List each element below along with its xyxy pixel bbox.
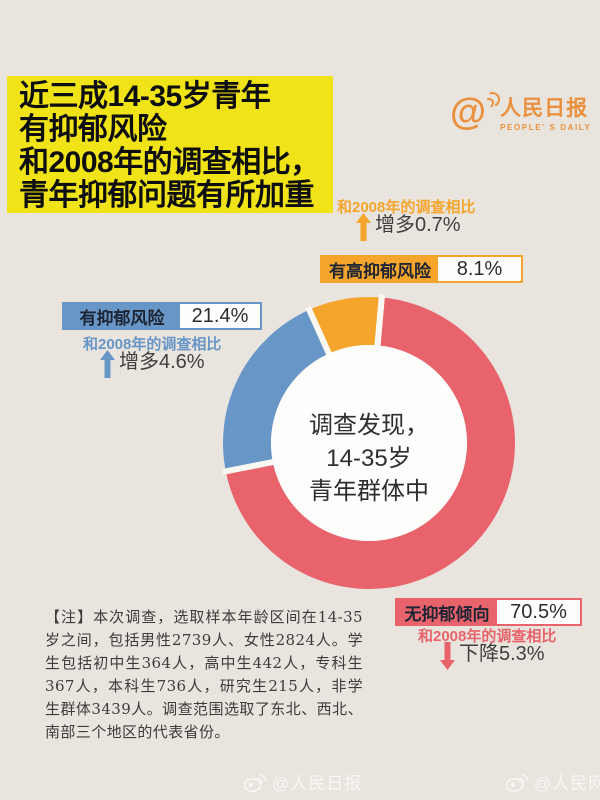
risk-tag-box: 有抑郁风险 21.4% (62, 302, 262, 330)
peoples-daily-logo: @ 人民日报 PEOPLE' S DAILY (450, 89, 592, 132)
watermark-peoples-daily: @人民日报 (243, 769, 362, 794)
no-depression-tag-box: 无抑郁倾向 70.5% (395, 598, 582, 626)
weibo-icon (505, 773, 529, 792)
high-risk-compare-label: 和2008年的调查相比 (337, 199, 476, 216)
headline-block: 近三成14-35岁青年 有抑郁风险 和2008年的调查相比， 青年抑郁问题有所加… (7, 76, 333, 213)
segment-gap (305, 305, 333, 358)
headline-line-4: 青年抑郁问题有所加重 (19, 179, 315, 212)
high-risk-label: 有高抑郁风险 (322, 257, 438, 281)
watermark-peoples-net: @人民网 (505, 769, 600, 794)
no-depression-percent: 70.5% (497, 600, 580, 624)
donut-chart (222, 294, 515, 590)
watermark-text: @人民日报 (272, 774, 363, 793)
up-arrow-icon (356, 213, 371, 241)
risk-label: 有抑郁风险 (64, 304, 180, 328)
no-depression-change-text: 下降5.3% (459, 643, 545, 665)
donut-segment-有抑郁风险 (222, 309, 329, 472)
weibo-icon (243, 773, 267, 792)
risk-change-text: 增多4.6% (119, 351, 205, 373)
risk-compare-label: 和2008年的调查相比 (83, 336, 222, 353)
high-risk-change: 增多0.7% (356, 213, 461, 241)
center-line-3: 青年群体中 (309, 478, 429, 505)
watermark-text: @人民网 (534, 774, 600, 793)
headline-line-1: 近三成14-35岁青年 (19, 80, 271, 113)
logo-subtitle: PEOPLE' S DAILY (500, 123, 592, 132)
down-arrow-icon (440, 642, 455, 670)
headline-line-2: 有抑郁风险 (19, 113, 167, 146)
no-depression-label: 无抑郁倾向 (397, 600, 497, 624)
segment-gap (222, 458, 277, 475)
center-line-1: 调查发现， (309, 412, 429, 439)
at-megaphone-icon: @ (450, 91, 487, 132)
risk-percent: 21.4% (180, 304, 260, 328)
up-arrow-icon (100, 350, 115, 378)
survey-note: 【注】本次调查，选取样本年龄区间在14-35岁之间，包括男性2739人、女性28… (45, 608, 363, 741)
segment-gap (374, 294, 385, 349)
high-risk-change-text: 增多0.7% (375, 214, 461, 236)
no-depression-compare-label: 和2008年的调查相比 (418, 628, 557, 645)
risk-change: 增多4.6% (100, 350, 205, 378)
logo-name: 人民日报 (500, 97, 589, 120)
donut-segment-有高抑郁风险 (309, 297, 382, 354)
sound-waves-icon (482, 89, 503, 110)
donut-segment-无抑郁倾向 (225, 297, 515, 590)
high-risk-percent: 8.1% (438, 257, 521, 281)
donut-center-text: 调查发现， 14-35岁 青年群体中 (259, 409, 479, 508)
high-risk-tag-box: 有高抑郁风险 8.1% (320, 255, 523, 283)
center-line-2: 14-35岁 (326, 445, 412, 472)
headline-line-3: 和2008年的调查相比， (19, 146, 320, 179)
donut-hole (271, 345, 467, 541)
no-depression-change: 下降5.3% (440, 642, 545, 670)
